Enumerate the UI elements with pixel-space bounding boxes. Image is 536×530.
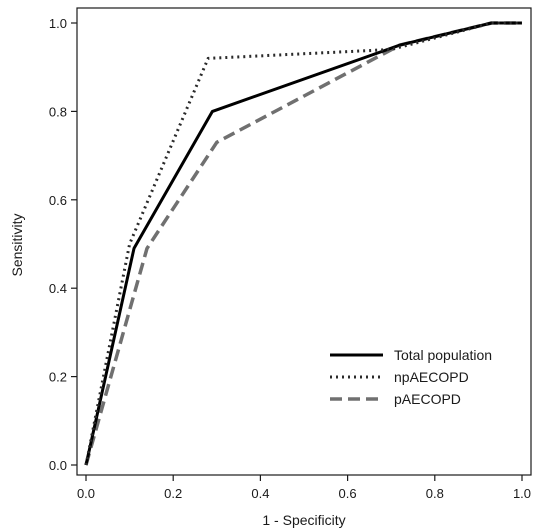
x-tick-label: 0.0 <box>77 486 95 501</box>
y-axis: 0.0 0.2 0.4 0.6 0.8 1.0 <box>49 16 77 473</box>
series-layer <box>84 21 522 466</box>
x-tick-label: 1.0 <box>513 486 531 501</box>
x-axis: 0.0 0.2 0.4 0.6 0.8 1.0 <box>77 475 531 501</box>
series-line-total-population <box>84 21 522 466</box>
y-tick-label: 0.2 <box>49 370 67 385</box>
x-tick-label: 0.6 <box>339 486 357 501</box>
legend-label: npAECOPD <box>394 369 469 385</box>
x-tick-label: 0.4 <box>251 486 269 501</box>
y-tick-label: 0.0 <box>49 458 67 473</box>
y-tick-label: 0.8 <box>49 104 67 119</box>
x-axis-title: 1 - Specificity <box>262 512 345 528</box>
series-line-npaecopd <box>84 21 522 466</box>
x-tick-label: 0.8 <box>426 486 444 501</box>
legend: Total population npAECOPD pAECOPD <box>330 347 492 407</box>
legend-label: Total population <box>394 347 492 363</box>
y-tick-label: 1.0 <box>49 16 67 31</box>
y-tick-label: 0.4 <box>49 281 67 296</box>
y-tick-label: 0.6 <box>49 193 67 208</box>
plot-frame <box>76 7 532 476</box>
y-axis-title: Sensitivity <box>9 213 25 276</box>
x-tick-label: 0.2 <box>164 486 182 501</box>
legend-label: pAECOPD <box>394 391 461 407</box>
